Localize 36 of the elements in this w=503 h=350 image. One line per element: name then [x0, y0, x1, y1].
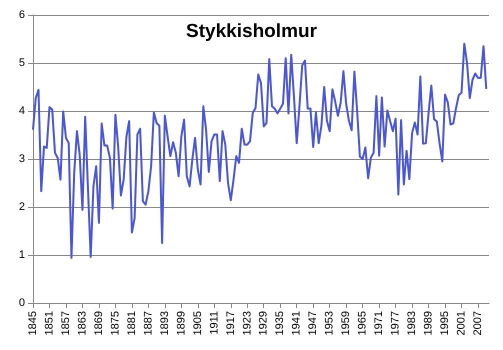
- y-tick-label: 2: [18, 201, 25, 213]
- x-tick-label: 1983: [406, 311, 418, 336]
- x-tick-label: 1899: [175, 311, 188, 336]
- x-tick-label: 1905: [192, 311, 204, 336]
- chart-title: Stykkisholmur: [186, 21, 318, 42]
- x-tick-label: 1851: [43, 311, 56, 336]
- x-tick-label: 1869: [92, 311, 105, 336]
- x-tick-label: 1989: [422, 311, 435, 336]
- x-tick-label: 1953: [324, 311, 336, 336]
- x-tick-label: 1929: [258, 311, 270, 336]
- x-tick-label: 1857: [60, 311, 72, 336]
- x-tick-label: 1911: [208, 311, 220, 335]
- x-tick-label: 1893: [158, 311, 171, 336]
- x-tick-label: 1881: [126, 311, 138, 336]
- x-tick-label: 1923: [241, 311, 254, 336]
- x-tick-label: 1995: [439, 311, 452, 336]
- y-tick-label: 5: [18, 57, 25, 69]
- y-tick-label: 0: [18, 297, 25, 309]
- x-tick-label: 1971: [373, 311, 386, 336]
- x-tick-label: 2007: [472, 311, 484, 336]
- x-tick-label: 1947: [307, 311, 320, 336]
- x-tick-label: 1875: [109, 311, 122, 336]
- x-tick-label: 1941: [290, 311, 303, 336]
- x-tick-label: 1863: [76, 311, 88, 336]
- x-tick-label: 1977: [390, 311, 402, 336]
- y-tick-label: 4: [18, 105, 25, 117]
- x-tick-label: 2001: [456, 311, 468, 336]
- x-tick-label: 1917: [224, 311, 237, 336]
- y-tick-label: 1: [18, 249, 25, 261]
- x-tick-label: 1845: [27, 311, 39, 336]
- x-tick-label: 1959: [340, 311, 352, 336]
- y-tick-label: 6: [18, 9, 25, 21]
- x-tick-label: 1935: [274, 311, 286, 336]
- x-tick-label: 1887: [142, 311, 154, 336]
- x-tick-label: 1965: [356, 311, 369, 336]
- y-tick-label: 3: [18, 153, 25, 165]
